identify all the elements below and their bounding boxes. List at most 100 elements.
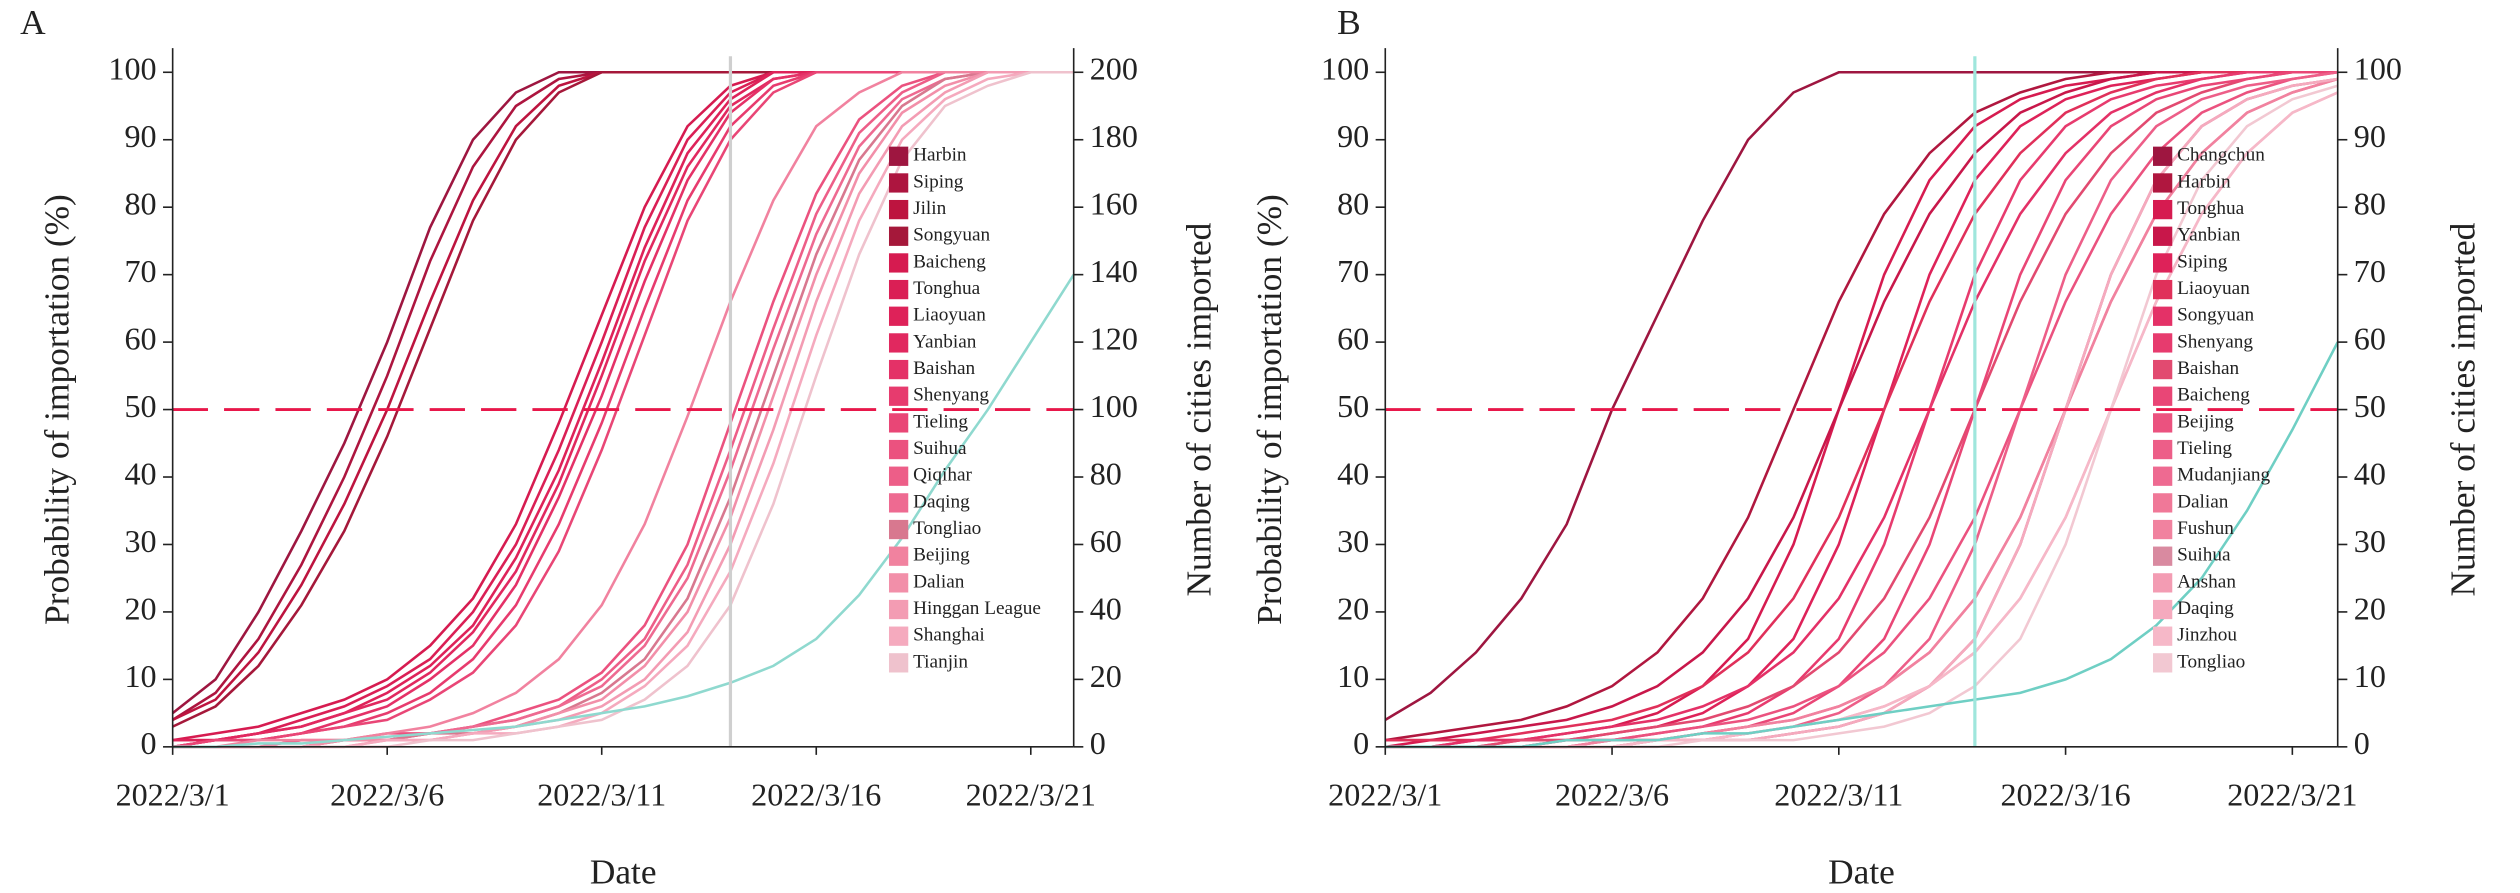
legend-swatch (2153, 333, 2173, 353)
legend-swatch (2153, 413, 2173, 433)
legend-label: Fushun (2177, 518, 2234, 539)
series-line (1385, 70, 2338, 749)
series-line (172, 70, 1074, 749)
legend-label: Mudanjiang (2177, 465, 2270, 486)
legend-swatch (2153, 199, 2173, 220)
legend-swatch (2153, 173, 2173, 193)
y-tick-label: 10 (124, 658, 156, 694)
y2-tick-label: 60 (2354, 320, 2386, 356)
legend-label: Tianjin (913, 651, 968, 672)
legend-swatch (888, 493, 909, 513)
count-line (1385, 341, 2339, 749)
y2-axis-label: Number of cities imported (2443, 222, 2482, 596)
legend-swatch (2153, 279, 2173, 300)
legend-label: Beijing (913, 545, 970, 566)
y-tick-label: 30 (124, 523, 156, 559)
legend-swatch (2153, 573, 2173, 593)
y2-tick-label: 80 (1090, 455, 1122, 491)
x-axis-label: Date (590, 852, 657, 891)
legend-swatch (2153, 146, 2173, 166)
legend-swatch (2153, 226, 2173, 246)
legend-label: Siping (2177, 251, 2228, 272)
legend-swatch (2153, 626, 2173, 646)
legend-swatch (888, 413, 909, 433)
y-tick-label: 20 (124, 590, 156, 626)
y-axis-label: Probability of importation (%) (1250, 194, 1289, 625)
y-tick-label: 20 (1337, 590, 1369, 626)
legend-label: Beijing (2177, 411, 2234, 432)
y-tick-label: 40 (124, 455, 156, 491)
legend-label: Yanbian (2177, 225, 2241, 246)
legend-swatch (888, 359, 909, 380)
legend-swatch (2153, 439, 2173, 460)
legend-swatch (888, 439, 909, 460)
x-tick-label: 2022/3/6 (330, 777, 444, 813)
y-tick-label: 80 (1337, 186, 1369, 222)
y-tick-label: 100 (108, 51, 156, 87)
legend-label: Tongliao (913, 518, 981, 539)
series-line (172, 70, 1074, 749)
legend-swatch (2153, 253, 2173, 273)
legend-label: Shenyang (2177, 331, 2253, 352)
legend-swatch (888, 546, 909, 566)
legend-swatch (2153, 306, 2173, 326)
series-line (1385, 70, 2338, 749)
legend-label: Siping (913, 171, 964, 192)
y2-tick-label: 0 (2354, 725, 2370, 761)
legend-swatch (888, 466, 909, 486)
y2-axis-label: Number of cities imported (1179, 222, 1218, 596)
x-axis-label: Date (1828, 852, 1895, 891)
y-tick-label: 0 (141, 725, 157, 761)
legend-swatch (888, 173, 909, 193)
y-tick-label: 40 (1337, 455, 1369, 491)
legend-label: Tonghua (2177, 198, 2245, 219)
y2-tick-label: 80 (2354, 186, 2386, 222)
y2-tick-label: 100 (2354, 51, 2402, 87)
x-tick-label: 2022/3/11 (537, 777, 666, 813)
legend-swatch (2153, 359, 2173, 380)
legend-label: Anshan (2177, 571, 2236, 592)
y-tick-label: 50 (1337, 388, 1369, 424)
legend-swatch (2153, 653, 2173, 673)
y2-tick-label: 10 (2354, 658, 2386, 694)
legend-swatch (888, 306, 909, 326)
legend-label: Qiqihar (913, 465, 972, 486)
y-tick-label: 90 (1337, 118, 1369, 154)
legend-label: Baishan (2177, 358, 2239, 379)
legend-label: Daqing (913, 491, 970, 512)
legend-label: Suihua (913, 438, 967, 459)
legend-label: Changchun (2177, 145, 2265, 166)
legend-label: Tieling (2177, 438, 2232, 459)
y2-tick-label: 180 (1090, 118, 1138, 154)
y2-tick-label: 50 (2354, 388, 2386, 424)
y-tick-label: 70 (124, 253, 156, 289)
legend-label: Jinzhou (2177, 625, 2237, 646)
legend-swatch (2153, 386, 2173, 406)
x-tick-label: 2022/3/1 (1328, 777, 1442, 813)
legend-label: Shenyang (913, 385, 989, 406)
legend-label: Harbin (913, 145, 967, 166)
y2-tick-label: 100 (1090, 388, 1138, 424)
legend-swatch (888, 519, 909, 540)
legend-swatch (888, 653, 909, 673)
legend-label: Dalian (2177, 491, 2229, 512)
legend-swatch (888, 253, 909, 273)
legend-label: Daqing (2177, 598, 2234, 619)
legend-swatch (2153, 599, 2173, 620)
x-tick-label: 2022/3/1 (116, 777, 230, 813)
legend-label: Yanbian (913, 331, 977, 352)
legend-label: Songyuan (2177, 305, 2254, 326)
y-tick-label: 80 (124, 186, 156, 222)
y-tick-label: 90 (124, 118, 156, 154)
x-tick-label: 2022/3/11 (1774, 777, 1903, 813)
panel-label: A (20, 3, 46, 42)
legend-swatch (888, 199, 909, 220)
y-tick-label: 60 (124, 320, 156, 356)
legend-label: Tieling (913, 411, 968, 432)
series-line (1385, 70, 2338, 742)
y2-tick-label: 200 (1090, 51, 1138, 87)
y2-tick-label: 70 (2354, 253, 2386, 289)
legend-label: Suihua (2177, 545, 2231, 566)
legend-label: Baishan (913, 358, 975, 379)
